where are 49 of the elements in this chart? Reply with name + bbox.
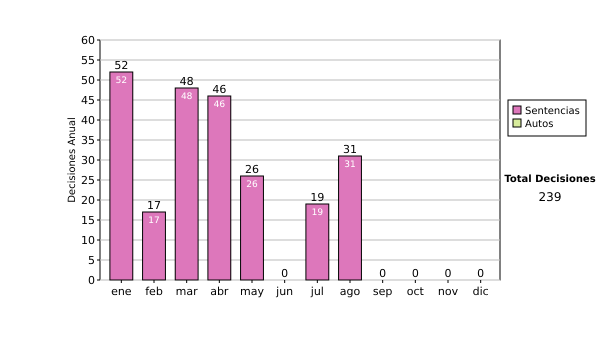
x-tick-label: ene <box>111 285 132 298</box>
data-label: 48 <box>180 92 193 102</box>
y-tick-label: 40 <box>81 114 95 127</box>
total-label: 31 <box>343 143 357 156</box>
total-label: 26 <box>245 163 259 176</box>
x-tick-label: mar <box>176 285 198 298</box>
data-label: 17 <box>148 216 160 226</box>
data-label: 46 <box>214 100 226 110</box>
x-tick-label: abr <box>210 285 229 298</box>
y-axis-title: Decisiones Anual <box>67 117 78 203</box>
total-label: 0 <box>379 267 386 280</box>
total-label: 0 <box>281 267 288 280</box>
legend-label: Autos <box>525 119 554 130</box>
x-tick-label: jul <box>310 285 324 298</box>
y-tick-label: 50 <box>81 74 95 87</box>
legend-label: Sentencias <box>525 106 580 117</box>
y-tick-label: 15 <box>81 214 95 227</box>
y-tick-label: 5 <box>88 254 95 267</box>
x-tick-label: feb <box>145 285 163 298</box>
text: 239 <box>538 190 562 204</box>
y-tick-label: 25 <box>81 174 95 187</box>
total-label: 0 <box>412 267 419 280</box>
total-label: 17 <box>147 199 161 212</box>
data-label: 26 <box>246 180 258 190</box>
total-label: 19 <box>310 191 324 204</box>
data-label: 52 <box>116 76 128 86</box>
y-tick-label: 0 <box>88 274 95 287</box>
total-label: 52 <box>114 59 128 72</box>
x-tick-label: oct <box>406 285 425 298</box>
text: Total Decisiones <box>504 174 596 185</box>
x-tick-label: nov <box>438 285 459 298</box>
x-tick-label: dic <box>472 285 489 298</box>
y-tick-label: 55 <box>81 54 95 67</box>
x-tick-label: may <box>240 285 264 298</box>
x-tick-label: sep <box>372 285 392 298</box>
total-label: 48 <box>180 75 194 88</box>
data-label: 31 <box>344 160 356 170</box>
y-tick-label: 20 <box>81 194 95 207</box>
y-tick-label: 35 <box>81 134 95 147</box>
y-tick-label: 10 <box>81 234 95 247</box>
total-label: 0 <box>444 267 452 280</box>
x-tick-label: jun <box>275 285 294 298</box>
data-label: 19 <box>312 208 324 218</box>
total-label: 46 <box>212 83 226 96</box>
total-label: 0 <box>477 267 484 280</box>
x-tick-label: ago <box>340 285 360 298</box>
y-tick-label: 60 <box>81 34 95 47</box>
y-tick-label: 30 <box>81 154 95 167</box>
y-tick-label: 45 <box>81 94 95 107</box>
